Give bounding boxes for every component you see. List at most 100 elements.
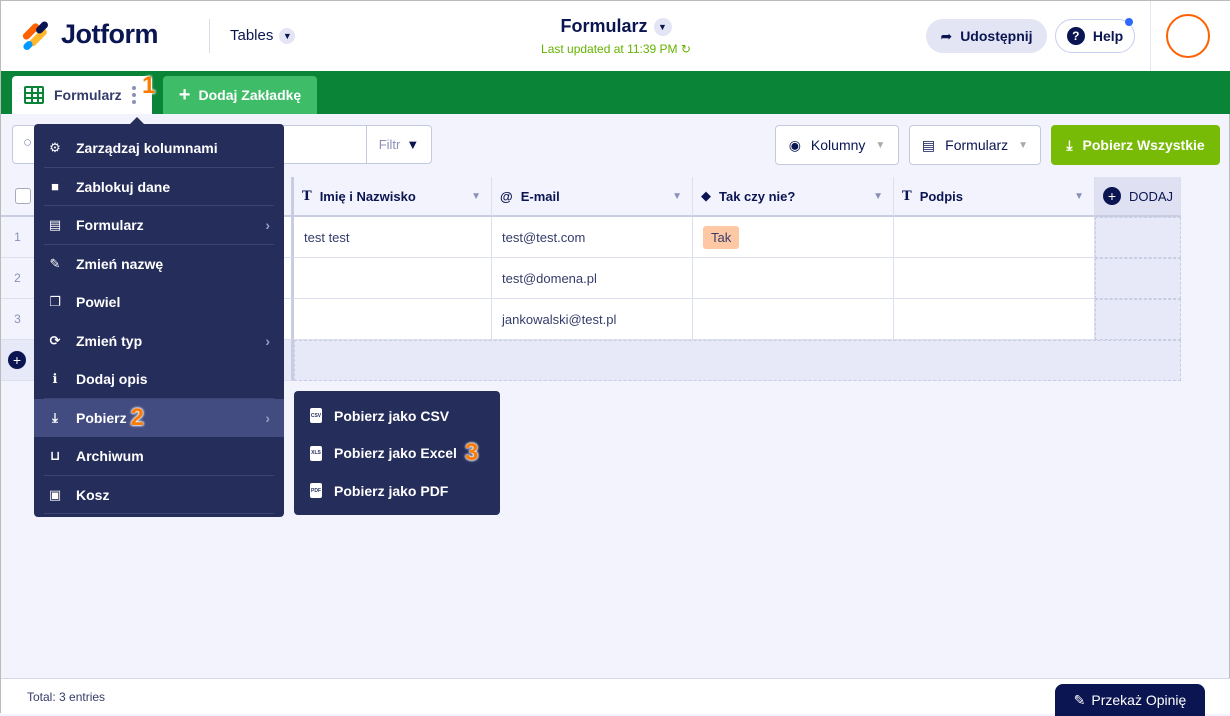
chevron-down-icon: ▼ (1018, 139, 1029, 151)
table-cell[interactable]: test@domena.pl (492, 258, 693, 299)
jotform-logo[interactable]: Jotform (21, 19, 159, 52)
chevron-down-icon[interactable]: ▼ (672, 190, 682, 202)
divider (1150, 1, 1151, 71)
share-arrow-icon: ➦ (940, 27, 953, 44)
columns-label: Kolumny (810, 137, 866, 153)
form-button[interactable]: ▤ Formularz ▼ (909, 125, 1041, 165)
menu-item-archive[interactable]: ⊔ Archiwum (34, 437, 284, 476)
table-cell[interactable]: jankowalski@test.pl (492, 299, 693, 340)
chevron-down-icon[interactable]: ▼ (873, 190, 883, 202)
tables-dropdown[interactable]: Tables ▼ (230, 27, 296, 44)
tag-icon: ◆ (701, 188, 711, 203)
menu-label: Zarządzaj kolumnami (76, 140, 218, 157)
column-title: E-mail (520, 188, 560, 204)
table-cell[interactable] (894, 217, 1095, 258)
step-marker-2: 2 (130, 403, 144, 431)
funnel-icon: ▼ (406, 137, 420, 152)
avatar[interactable] (1166, 14, 1210, 58)
menu-label: Kosz (76, 486, 110, 503)
menu-item-lock-data[interactable]: ■ Zablokuj dane (34, 168, 284, 207)
menu-item-rename[interactable]: ✎ Zmień nazwę (34, 245, 284, 284)
submenu-label: Pobierz jako PDF (334, 482, 449, 499)
title-text: Formularz (560, 16, 648, 36)
table-cell[interactable]: test test (294, 217, 492, 258)
menu-item-change-type[interactable]: ⟳ Zmień typ › (34, 322, 284, 361)
last-updated: Last updated at 11:39 PM ↻ (1, 42, 1230, 56)
download-csv[interactable]: CSV Pobierz jako CSV (294, 397, 500, 435)
cell-text: test@domena.pl (502, 270, 597, 286)
chevron-down-icon[interactable]: ▼ (1074, 190, 1084, 202)
page-title[interactable]: Formularz ▼ (1, 16, 1230, 37)
help-button[interactable]: ? Help (1055, 19, 1135, 53)
filter-button[interactable]: Filtr ▼ (366, 126, 431, 163)
footer: Total: 3 entries (1, 678, 1230, 714)
feedback-icon: ✎ (1073, 691, 1086, 708)
filter-label: Filtr (378, 137, 401, 152)
row-number[interactable]: 2 (1, 258, 34, 299)
menu-item-form[interactable]: ▤ Formularz › (34, 206, 284, 245)
table-cell[interactable] (693, 299, 894, 340)
table-cell[interactable] (294, 258, 492, 299)
notification-dot (1125, 18, 1133, 26)
divider (209, 19, 210, 53)
step-marker-3: 3 (464, 439, 479, 467)
column-header[interactable]: T Imię i Nazwisko ▼ (294, 177, 492, 217)
menu-item-add-description[interactable]: ℹ Dodaj opis (34, 360, 284, 399)
select-all-checkbox[interactable] (15, 188, 31, 204)
column-title: Imię i Nazwisko (319, 188, 416, 204)
tab-formularz[interactable]: Formularz (12, 76, 152, 114)
submenu-label: Pobierz jako Excel (334, 445, 457, 462)
table-cell[interactable] (693, 258, 894, 299)
add-tab-button[interactable]: + Dodaj Zakładkę (163, 76, 317, 114)
chevron-down-icon[interactable]: ▼ (471, 190, 481, 202)
menu-item-trash[interactable]: ▣ Kosz (34, 476, 284, 515)
download-all-label: Pobierz Wszystkie (1082, 137, 1205, 153)
xls-file-icon: XLS (310, 445, 322, 461)
yes-tag: Tak (703, 225, 740, 249)
table-cell[interactable] (894, 258, 1095, 299)
lock-icon: ■ (51, 179, 59, 195)
question-icon: ? (1066, 27, 1085, 45)
menu-item-manage-columns[interactable]: ⚙ Zarządzaj kolumnami (34, 129, 284, 168)
feedback-button[interactable]: ✎ Przekaż Opinię (1055, 684, 1205, 716)
menu-item-download[interactable]: ⤓ Pobierz 2 › (34, 398, 284, 437)
menu-label: Dodaj opis (76, 371, 148, 388)
column-header[interactable]: T Podpis ▼ (894, 177, 1095, 217)
row-number[interactable]: 1 (1, 217, 34, 258)
cell-text: test@test.com (502, 229, 586, 245)
table-cell[interactable]: test@test.com (492, 217, 693, 258)
plus-circle-icon: + (8, 351, 26, 369)
share-button[interactable]: ➦ Udostępnij (926, 19, 1047, 53)
empty-cell (1095, 217, 1181, 258)
column-header[interactable]: ◆ Tak czy nie? ▼ (693, 177, 894, 217)
feedback-label: Przekaż Opinię (1091, 692, 1187, 708)
chevron-down-icon[interactable]: ▼ (653, 18, 672, 36)
table-cell[interactable]: Tak (693, 217, 894, 258)
column-header[interactable]: @ E-mail ▼ (492, 177, 693, 217)
add-row-area[interactable] (294, 340, 1181, 381)
total-entries: Total: 3 entries (27, 690, 106, 704)
pdf-file-icon: PDF (310, 483, 322, 499)
table-cell[interactable] (894, 299, 1095, 340)
columns-button[interactable]: ◉ Kolumny ▼ (775, 125, 899, 165)
row-number[interactable]: 3 (1, 299, 34, 340)
download-pdf[interactable]: PDF Pobierz jako PDF (294, 472, 500, 510)
step-marker-1: 1 (142, 72, 156, 99)
column-title: Tak czy nie? (719, 188, 796, 204)
chevron-down-icon: ▼ (875, 139, 886, 151)
download-excel[interactable]: XLS Pobierz jako Excel 3 (294, 435, 500, 473)
logo-text: Jotform (61, 19, 159, 49)
form-icon: ▤ (921, 136, 936, 153)
menu-item-duplicate[interactable]: ❐ Powiel (34, 283, 284, 322)
tab-context-menu: ⚙ Zarządzaj kolumnami ■ Zablokuj dane ▤ For… (34, 117, 284, 517)
kebab-menu-icon[interactable] (131, 86, 136, 104)
copy-icon: ❐ (49, 294, 61, 310)
refresh-icon[interactable]: ↻ (680, 42, 691, 56)
add-column-button[interactable]: + DODAJ (1095, 177, 1181, 217)
column-title: Podpis (919, 188, 964, 204)
download-all-button[interactable]: ⤓ Pobierz Wszystkie (1051, 125, 1220, 165)
csv-file-icon: CSV (310, 408, 322, 424)
share-label: Udostępnij (960, 28, 1033, 44)
edit-icon: ✎ (49, 255, 61, 271)
table-cell[interactable] (294, 299, 492, 340)
